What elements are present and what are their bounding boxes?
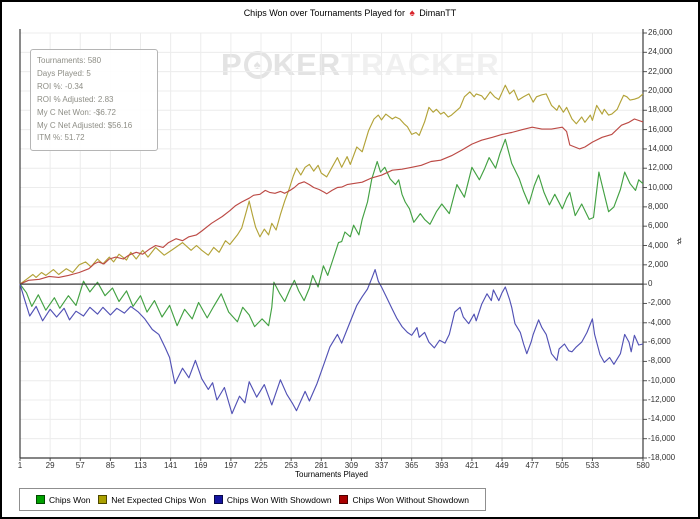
x-tick-label: 449 [495,461,509,470]
y-tick-label: 18,000 [648,105,673,115]
x-tick-label: 225 [254,461,268,470]
watermark-tracker: TRACKER [341,47,500,82]
x-tick-label: 309 [344,461,359,470]
y-tick-label: -2,000 [648,298,671,308]
pokerstars-spade-icon: ♠ [409,8,415,19]
series-chips-won [19,138,644,328]
y-tick-label: -8,000 [648,356,671,366]
legend-swatch [98,495,108,504]
stat-roi-adjusted: ROI % Adjusted: 2.83 [37,94,114,104]
stat-days-played: Days Played: 5 [37,68,91,78]
y-tick-label: 24,000 [648,47,673,57]
legend-label: Net Expected Chips Won [111,494,207,505]
y-tick-label: 12,000 [648,163,673,173]
y-tick-label: -10,000 [648,375,676,385]
y-tick-label: -18,000 [648,453,676,462]
legend-item-chips-won-without-showdown[interactable]: Chips Won Without Showdown [339,495,469,505]
y-tick-label: 14,000 [648,143,673,153]
legend-label: Chips Won With Showdown [226,494,332,505]
stat-net-adjusted: My C Net Adjusted: $56.16 [37,120,133,130]
x-tick-label: 85 [105,461,115,470]
y-tick-label: -6,000 [648,337,671,347]
chip-spade-icon: ♠ [253,57,262,72]
watermark-ker: KER [272,47,342,82]
legend-swatch [36,495,45,504]
stat-roi: ROI %: -0.34 [37,81,84,91]
stat-itm: ITM %: 51.72 [37,133,85,143]
y-tick-label: 26,000 [648,28,673,37]
x-axis-title: Tournaments Played [295,470,368,479]
legend-item-net-expected-chips-won[interactable]: Net Expected Chips Won [98,495,206,505]
x-tick-label: 580 [636,461,650,470]
stats-box: Tournaments: 580 Days Played: 5 ROI %: -… [30,49,158,152]
x-tick-label: 477 [525,461,539,470]
x-tick-label: 337 [374,461,389,470]
x-tick-label: 1 [17,461,23,470]
series-net-expected-chips-won [19,84,644,285]
y-tick-label: 2,000 [648,259,669,269]
y-tick-label: 10,000 [648,182,673,192]
y-tick-label: -16,000 [648,433,676,443]
y-tick-label: -4,000 [648,317,671,327]
x-tick-label: 141 [163,461,178,470]
chart-title: Chips Won over Tournaments Played for ♠ … [2,8,698,19]
y-tick-label: 20,000 [648,85,673,95]
chart-title-text: Chips Won over Tournaments Played for [243,8,405,18]
y-tick-label: 0 [648,279,653,289]
legend-item-chips-won-with-showdown[interactable]: Chips Won With Showdown [213,494,332,505]
x-tick-label: 169 [194,461,208,470]
y-tick-label: 6,000 [648,221,669,231]
x-tick-label: 281 [314,461,328,470]
chips-unit-icon: ♯ [677,236,682,246]
x-tick-label: 393 [435,461,449,470]
x-tick-label: 365 [404,461,419,470]
legend-label: Chips Won [49,494,91,505]
pokertracker-watermark: P ♠ KER TRACKER [221,49,500,80]
legend: Chips Won Net Expected Chips Won Chips Won… [19,488,486,511]
y-tick-label: -14,000 [648,414,676,424]
stat-tournaments: Tournaments: 580 [37,56,102,65]
legend-swatch [339,495,349,504]
x-tick-label: 421 [465,461,479,470]
y-tick-label: -12,000 [648,395,676,405]
x-tick-label: 253 [284,461,298,470]
legend-item-chips-won[interactable]: Chips Won [36,495,90,505]
x-tick-label: 57 [75,461,85,470]
legend-swatch [213,495,223,504]
y-tick-label: 8,000 [648,201,669,211]
y-tick-label: 16,000 [648,124,673,134]
x-tick-label: 113 [134,461,147,470]
legend-label: Chips Won Without Showdown [352,494,469,505]
player-name: DimanTT [419,8,457,18]
x-tick-label: 29 [45,461,55,470]
y-tick-label: 22,000 [648,66,673,76]
stat-net-won: My C Net Won: -$6.72 [37,107,116,117]
x-tick-label: 197 [224,461,238,470]
x-tick-label: 505 [555,461,569,470]
y-tick-label: 4,000 [648,240,669,250]
series-chips-won-with-showdown [19,269,644,415]
series-chips-won-without-showdown [19,118,644,285]
x-tick-label: 533 [585,461,600,470]
